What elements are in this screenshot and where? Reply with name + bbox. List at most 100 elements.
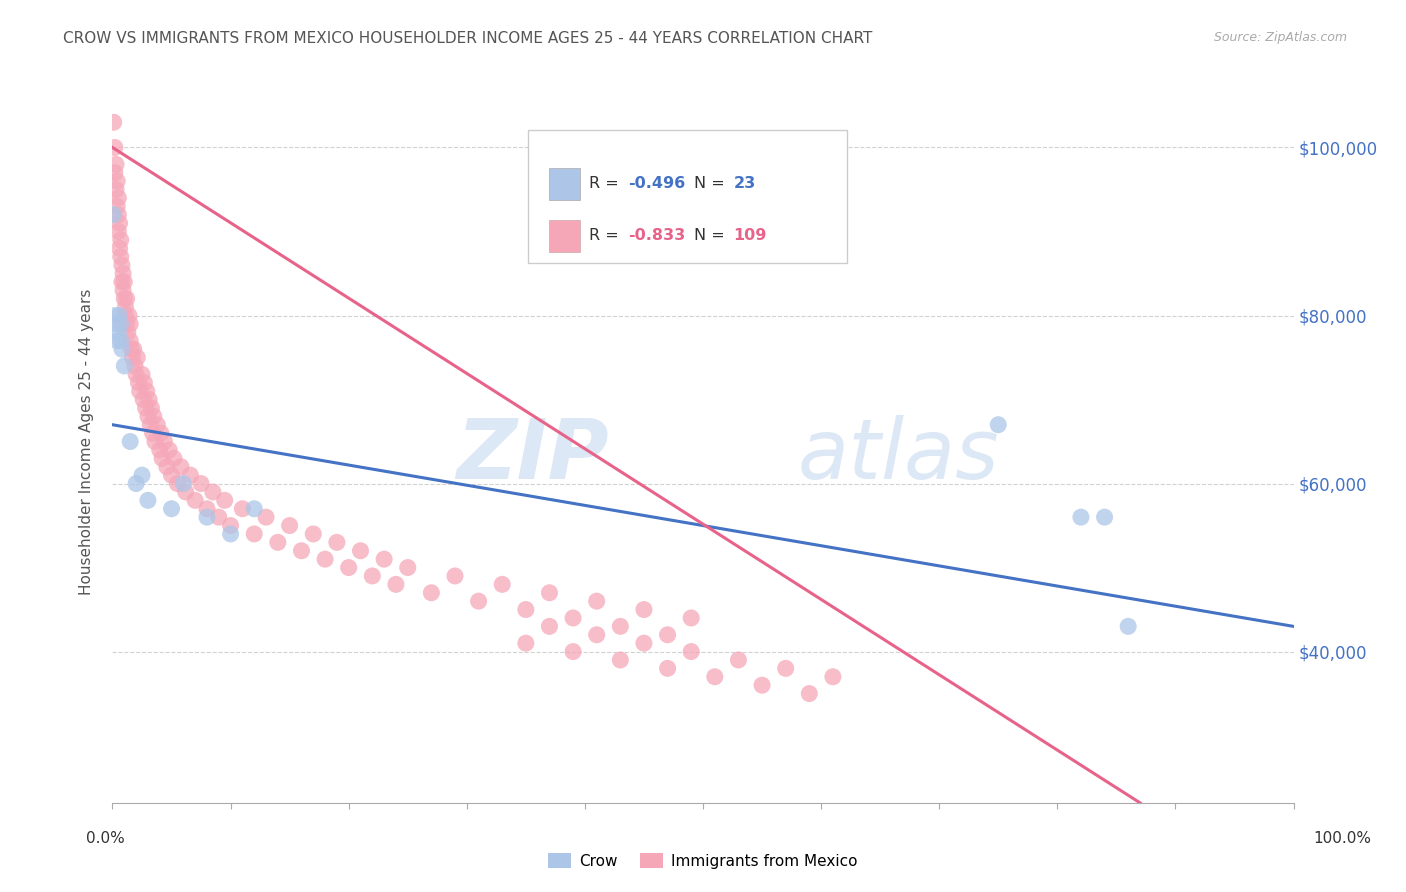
- Text: atlas: atlas: [797, 416, 1000, 497]
- Point: [703, 670, 725, 684]
- Point: [751, 678, 773, 692]
- Point: [107, 208, 129, 222]
- Point: [121, 351, 143, 365]
- Point: [110, 250, 132, 264]
- Point: [562, 611, 585, 625]
- Text: 100.0%: 100.0%: [1313, 831, 1372, 846]
- Point: [112, 267, 135, 281]
- Point: [538, 619, 561, 633]
- Point: [103, 115, 125, 129]
- Point: [821, 670, 844, 684]
- Point: [125, 476, 148, 491]
- Point: [254, 510, 277, 524]
- Point: [128, 384, 150, 398]
- Point: [243, 501, 266, 516]
- Text: -0.496: -0.496: [628, 177, 685, 192]
- Point: [107, 326, 129, 340]
- Point: [105, 199, 128, 213]
- Point: [219, 518, 242, 533]
- Point: [208, 510, 231, 524]
- Point: [1116, 619, 1139, 633]
- Point: [609, 619, 631, 633]
- Point: [657, 661, 679, 675]
- Point: [105, 334, 128, 348]
- Point: [112, 359, 135, 373]
- Point: [115, 317, 138, 331]
- Point: [136, 493, 159, 508]
- Point: [146, 417, 169, 432]
- Point: [138, 392, 160, 407]
- Point: [132, 392, 155, 407]
- Point: [136, 409, 159, 424]
- Text: 109: 109: [734, 228, 766, 244]
- Point: [396, 560, 419, 574]
- Point: [633, 602, 655, 616]
- Point: [267, 535, 290, 549]
- Point: [134, 376, 156, 390]
- Point: [337, 560, 360, 574]
- Point: [444, 569, 467, 583]
- Point: [131, 468, 153, 483]
- Point: [515, 602, 537, 616]
- Point: [104, 309, 127, 323]
- Point: [124, 359, 146, 373]
- Point: [149, 426, 172, 441]
- Point: [172, 476, 194, 491]
- Point: [179, 468, 201, 483]
- Point: [278, 518, 301, 533]
- Point: [120, 434, 142, 449]
- Point: [107, 225, 129, 239]
- Point: [166, 476, 188, 491]
- Point: [302, 527, 325, 541]
- Point: [1094, 510, 1116, 524]
- Point: [120, 334, 142, 348]
- Text: N =: N =: [695, 228, 730, 244]
- Point: [160, 501, 183, 516]
- Point: [111, 275, 134, 289]
- Point: [201, 485, 224, 500]
- Point: [110, 317, 132, 331]
- Point: [585, 594, 607, 608]
- Point: [115, 292, 138, 306]
- Point: [157, 442, 180, 457]
- Point: [111, 342, 134, 356]
- Point: [135, 401, 157, 415]
- Point: [562, 644, 585, 658]
- Point: [515, 636, 537, 650]
- Point: [118, 309, 141, 323]
- Point: [538, 586, 561, 600]
- Point: [775, 661, 797, 675]
- Point: [195, 501, 218, 516]
- Point: [231, 501, 253, 516]
- Point: [120, 342, 142, 356]
- Point: [112, 275, 135, 289]
- Point: [153, 434, 176, 449]
- Point: [681, 611, 703, 625]
- Point: [657, 628, 679, 642]
- Point: [314, 552, 336, 566]
- Point: [243, 527, 266, 541]
- Point: [184, 493, 207, 508]
- Point: [111, 258, 134, 272]
- Point: [105, 317, 128, 331]
- Point: [105, 182, 128, 196]
- Point: [131, 368, 153, 382]
- Point: [170, 459, 193, 474]
- Point: [349, 543, 371, 558]
- Point: [112, 283, 135, 297]
- Point: [290, 543, 312, 558]
- Point: [190, 476, 212, 491]
- Point: [114, 309, 136, 323]
- Point: [585, 628, 607, 642]
- Point: [727, 653, 749, 667]
- Point: [174, 485, 197, 500]
- Legend: Crow, Immigrants from Mexico: Crow, Immigrants from Mexico: [543, 847, 863, 875]
- Point: [219, 527, 242, 541]
- Point: [114, 300, 136, 314]
- Point: [104, 140, 127, 154]
- Point: [127, 376, 149, 390]
- Point: [110, 233, 132, 247]
- Point: [108, 216, 131, 230]
- Point: [125, 368, 148, 382]
- Point: [420, 586, 443, 600]
